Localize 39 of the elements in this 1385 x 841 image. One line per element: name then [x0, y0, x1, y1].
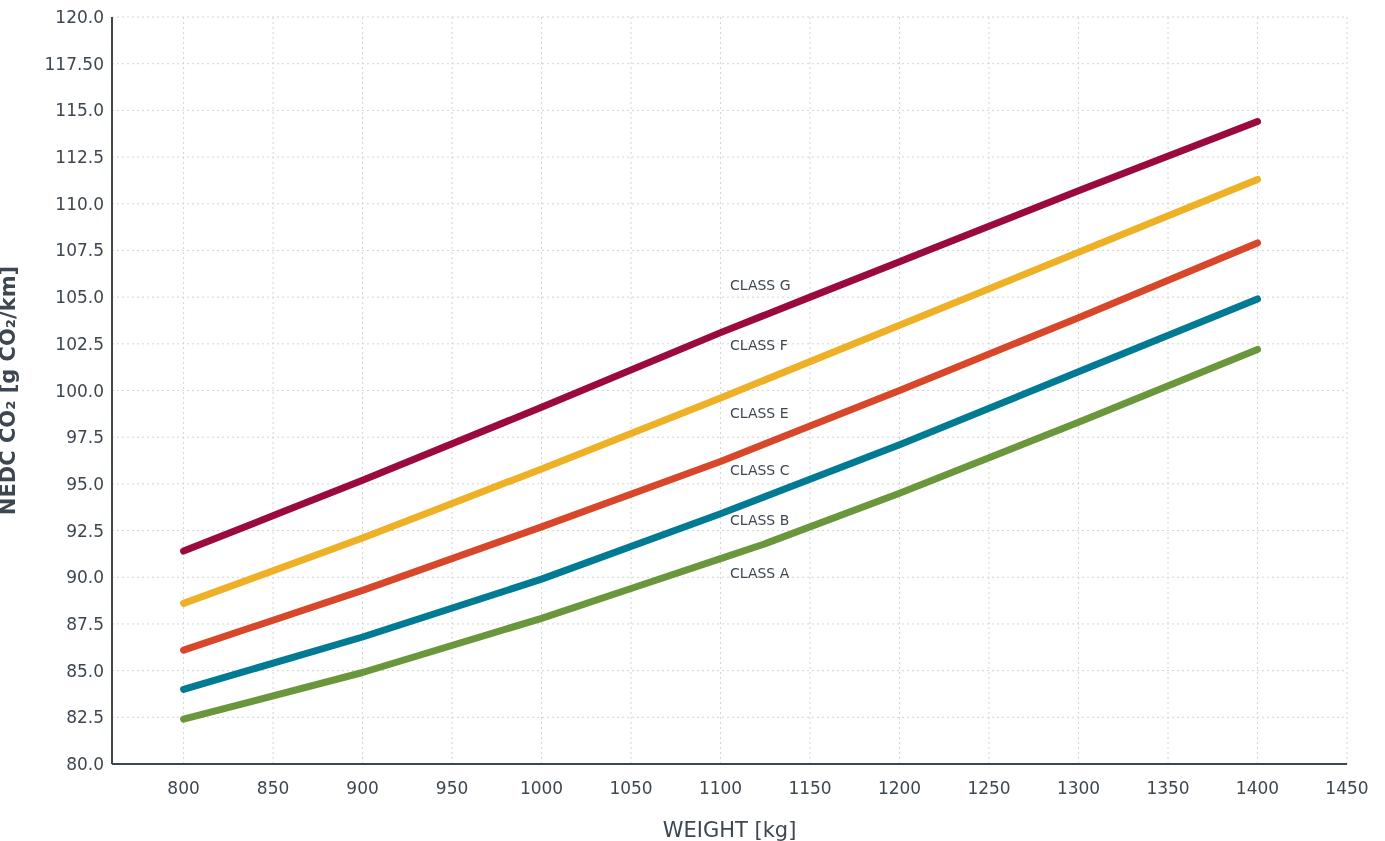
annotation: CLASS E	[730, 404, 789, 422]
y-tick-label: 85.0	[66, 660, 104, 681]
y-tick-label: 117.50	[44, 53, 104, 74]
y-tick-label: 110.0	[55, 193, 104, 214]
x-tick-label: 1100	[698, 778, 743, 799]
y-tick-label: 92.5	[66, 520, 104, 541]
x-tick-label: 1250	[967, 778, 1011, 799]
x-tick-label: 1450	[1325, 778, 1369, 799]
annotation: CLASS C	[730, 461, 790, 479]
x-tick-label: 1300	[1056, 778, 1101, 799]
y-tick-label: 90.0	[66, 567, 104, 588]
y-axis-title: NEDC CO₂ [g CO₂/km]	[0, 265, 21, 516]
annotation: CLASS A	[730, 564, 790, 582]
y-tick-label: 95.0	[66, 473, 104, 494]
x-tick-label: 850	[256, 778, 290, 799]
x-tick-label: 800	[167, 778, 200, 799]
y-tick-label: 107.5	[55, 240, 104, 261]
x-tick-label: 1200	[877, 778, 922, 799]
x-tick-label: 1350	[1146, 778, 1190, 799]
y-tick-label: 82.5	[66, 707, 104, 728]
annotation: CLASS B	[730, 511, 790, 529]
y-tick-label: 97.5	[66, 427, 104, 448]
annotation: CLASS G	[730, 276, 791, 294]
x-tick-label: 1050	[609, 778, 653, 799]
y-tick-label: 80.0	[66, 754, 104, 775]
x-tick-label: 900	[346, 778, 379, 799]
x-tick-label: 950	[435, 778, 469, 799]
annotation: CLASS F	[730, 336, 788, 354]
y-tick-label: 102.5	[55, 333, 104, 354]
y-tick-label: 100.0	[55, 380, 104, 401]
y-tick-label: 105.0	[55, 287, 104, 308]
x-tick-label: 1400	[1235, 778, 1280, 799]
x-tick-label: 1150	[788, 778, 832, 799]
y-tick-label: 120.0	[55, 7, 104, 28]
y-tick-label: 115.0	[55, 100, 104, 121]
x-tick-label: 1000	[519, 778, 564, 799]
y-tick-label: 87.5	[66, 613, 104, 634]
x-axis-title: WEIGHT [kg]	[662, 818, 797, 841]
y-tick-label: 112.5	[55, 147, 104, 168]
